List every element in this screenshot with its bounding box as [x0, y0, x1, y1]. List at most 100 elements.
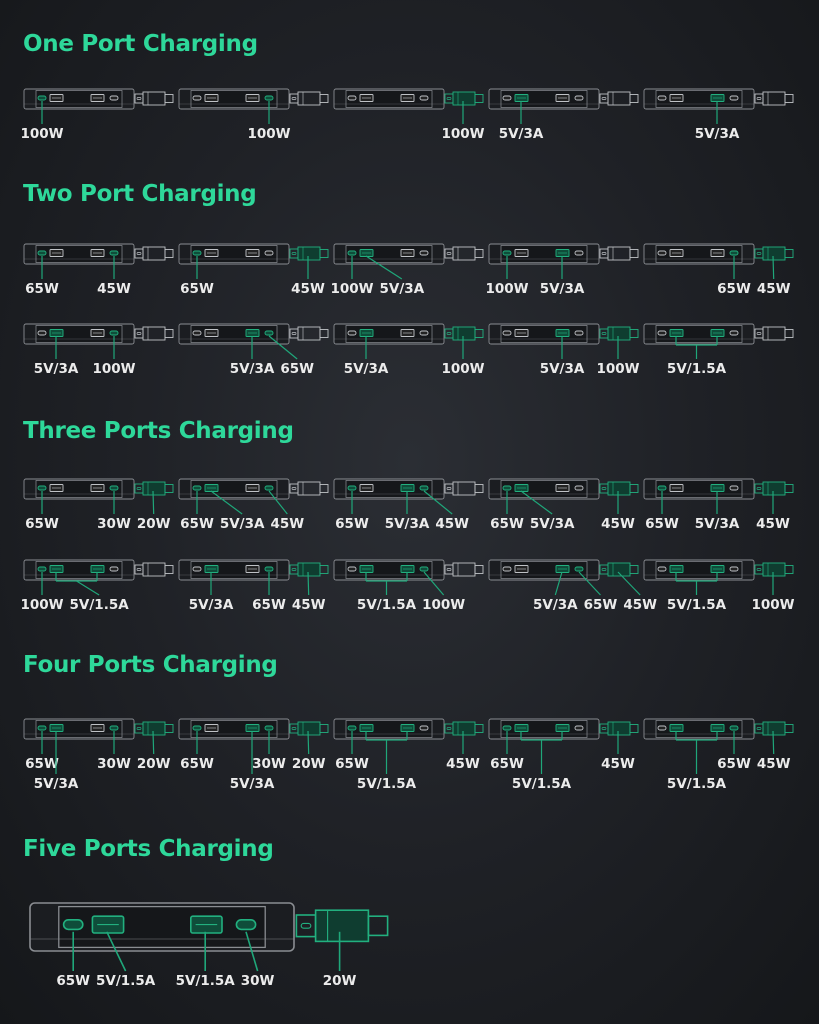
cable-tip — [319, 565, 329, 574]
cable-led — [446, 568, 452, 571]
cable-led — [601, 487, 607, 490]
usb-c-port-icon — [109, 725, 119, 731]
power-output-label: 5V/3A — [220, 516, 265, 532]
cable-joint — [134, 483, 144, 494]
charging-diagram: 100W — [178, 88, 329, 142]
usb-c-port-icon — [37, 725, 47, 731]
cable-tip — [629, 94, 639, 103]
charging-diagram: 65W 5V/3A 30W 20W — [23, 718, 174, 792]
power-output-label: 65W — [180, 756, 214, 772]
usb-c-port-icon — [109, 330, 119, 336]
cable-tip — [474, 724, 484, 733]
cable-tip — [629, 724, 639, 733]
leader-line — [245, 931, 259, 972]
usb-c-port-icon — [574, 250, 584, 256]
port-panel — [655, 561, 743, 579]
cable-plug-icon — [297, 246, 321, 261]
port-panel — [500, 720, 588, 738]
usb-c-port-icon — [62, 918, 84, 931]
cable-plug-icon — [607, 246, 631, 261]
power-output-label: 20W — [137, 756, 171, 772]
section-title-five-ports: Five Ports Charging — [23, 836, 274, 862]
usb-c-port-icon — [37, 250, 47, 256]
cable-led — [136, 332, 142, 335]
usb-c-port-icon — [192, 485, 202, 491]
power-output-label: 100W — [20, 126, 63, 142]
power-output-label: 65W — [717, 281, 751, 297]
power-output-label: 20W — [323, 973, 357, 989]
cable-joint — [134, 564, 144, 575]
cable-tip — [164, 94, 174, 103]
leader-line — [520, 490, 553, 515]
leader-line — [307, 730, 310, 755]
section-title-four-ports: Four Ports Charging — [23, 652, 278, 678]
charging-diagram: 65W 5V/3A 45W — [178, 478, 329, 532]
power-output-label: 45W — [601, 516, 635, 532]
cable-joint — [289, 248, 299, 259]
power-output-label: 65W — [584, 597, 618, 613]
power-output-label: 5V/3A — [189, 597, 234, 613]
cable-tip — [784, 724, 794, 733]
charging-diagram: 100W 5V/1.5A — [20, 559, 174, 613]
charging-diagram: 5V/3A 65W 45W — [178, 559, 329, 613]
usb-c-port-icon — [502, 330, 512, 336]
charging-diagram: 5V/3A — [643, 88, 794, 142]
power-output-label: 45W — [756, 516, 790, 532]
usb-c-port-icon — [264, 330, 274, 336]
cable-joint — [599, 564, 609, 575]
charging-diagram: 5V/3A 65W — [178, 323, 329, 377]
cable-joint — [754, 248, 764, 259]
port-panel — [345, 90, 433, 108]
cable-led — [756, 727, 762, 730]
charging-diagram: 65W 45W — [178, 243, 329, 297]
cable-tip — [784, 249, 794, 258]
port-panel — [190, 561, 278, 579]
power-output-label: 65W — [335, 756, 369, 772]
cable-plug-icon — [297, 91, 321, 106]
charging-diagram: 65W 5V/3A 30W 20W — [178, 718, 329, 792]
cable-led — [446, 332, 452, 335]
power-output-label: 30W — [252, 756, 286, 772]
cable-plug-icon — [452, 481, 476, 496]
power-output-label: 5V/3A — [540, 281, 585, 297]
port-panel — [655, 480, 743, 498]
cable-tip — [319, 94, 329, 103]
leader-line — [578, 571, 601, 596]
cable-joint — [289, 564, 299, 575]
port-panel — [500, 90, 588, 108]
power-output-label: 65W — [645, 516, 679, 532]
power-output-label: 65W — [25, 516, 59, 532]
charging-diagram: 100W 5V/3A — [485, 243, 639, 297]
power-output-label: 100W — [330, 281, 373, 297]
port-panel — [58, 905, 266, 949]
power-output-label: 5V/1.5A — [70, 597, 130, 613]
cable-tip — [784, 94, 794, 103]
usb-c-port-icon — [419, 485, 429, 491]
usb-c-port-icon — [264, 566, 274, 572]
cable-plug-icon — [607, 562, 631, 577]
cable-joint — [134, 93, 144, 104]
usb-c-port-icon — [502, 566, 512, 572]
power-output-label: 5V/3A — [34, 776, 79, 792]
port-panel — [190, 325, 278, 343]
cable-joint — [754, 564, 764, 575]
usb-c-port-icon — [657, 725, 667, 731]
cable-joint — [444, 483, 454, 494]
cable-tip — [474, 329, 484, 338]
charging-diagram: 65W 5V/1.5A 5V/1.5A 30W 20W — [29, 902, 389, 989]
usb-c-port-icon — [574, 95, 584, 101]
port-panel — [35, 245, 123, 263]
usb-c-port-icon — [192, 250, 202, 256]
cable-led — [291, 487, 297, 490]
power-output-label: 65W — [335, 516, 369, 532]
cable-joint — [599, 248, 609, 259]
usb-c-port-icon — [419, 250, 429, 256]
cable-plug-icon — [297, 721, 321, 736]
cable-led — [136, 252, 142, 255]
cable-plug-icon — [297, 326, 321, 341]
usb-c-port-icon — [109, 250, 119, 256]
charging-diagram: 5V/3A 100W — [333, 323, 485, 377]
usb-c-port-icon — [419, 725, 429, 731]
power-output-label: 5V/1.5A — [357, 597, 417, 613]
